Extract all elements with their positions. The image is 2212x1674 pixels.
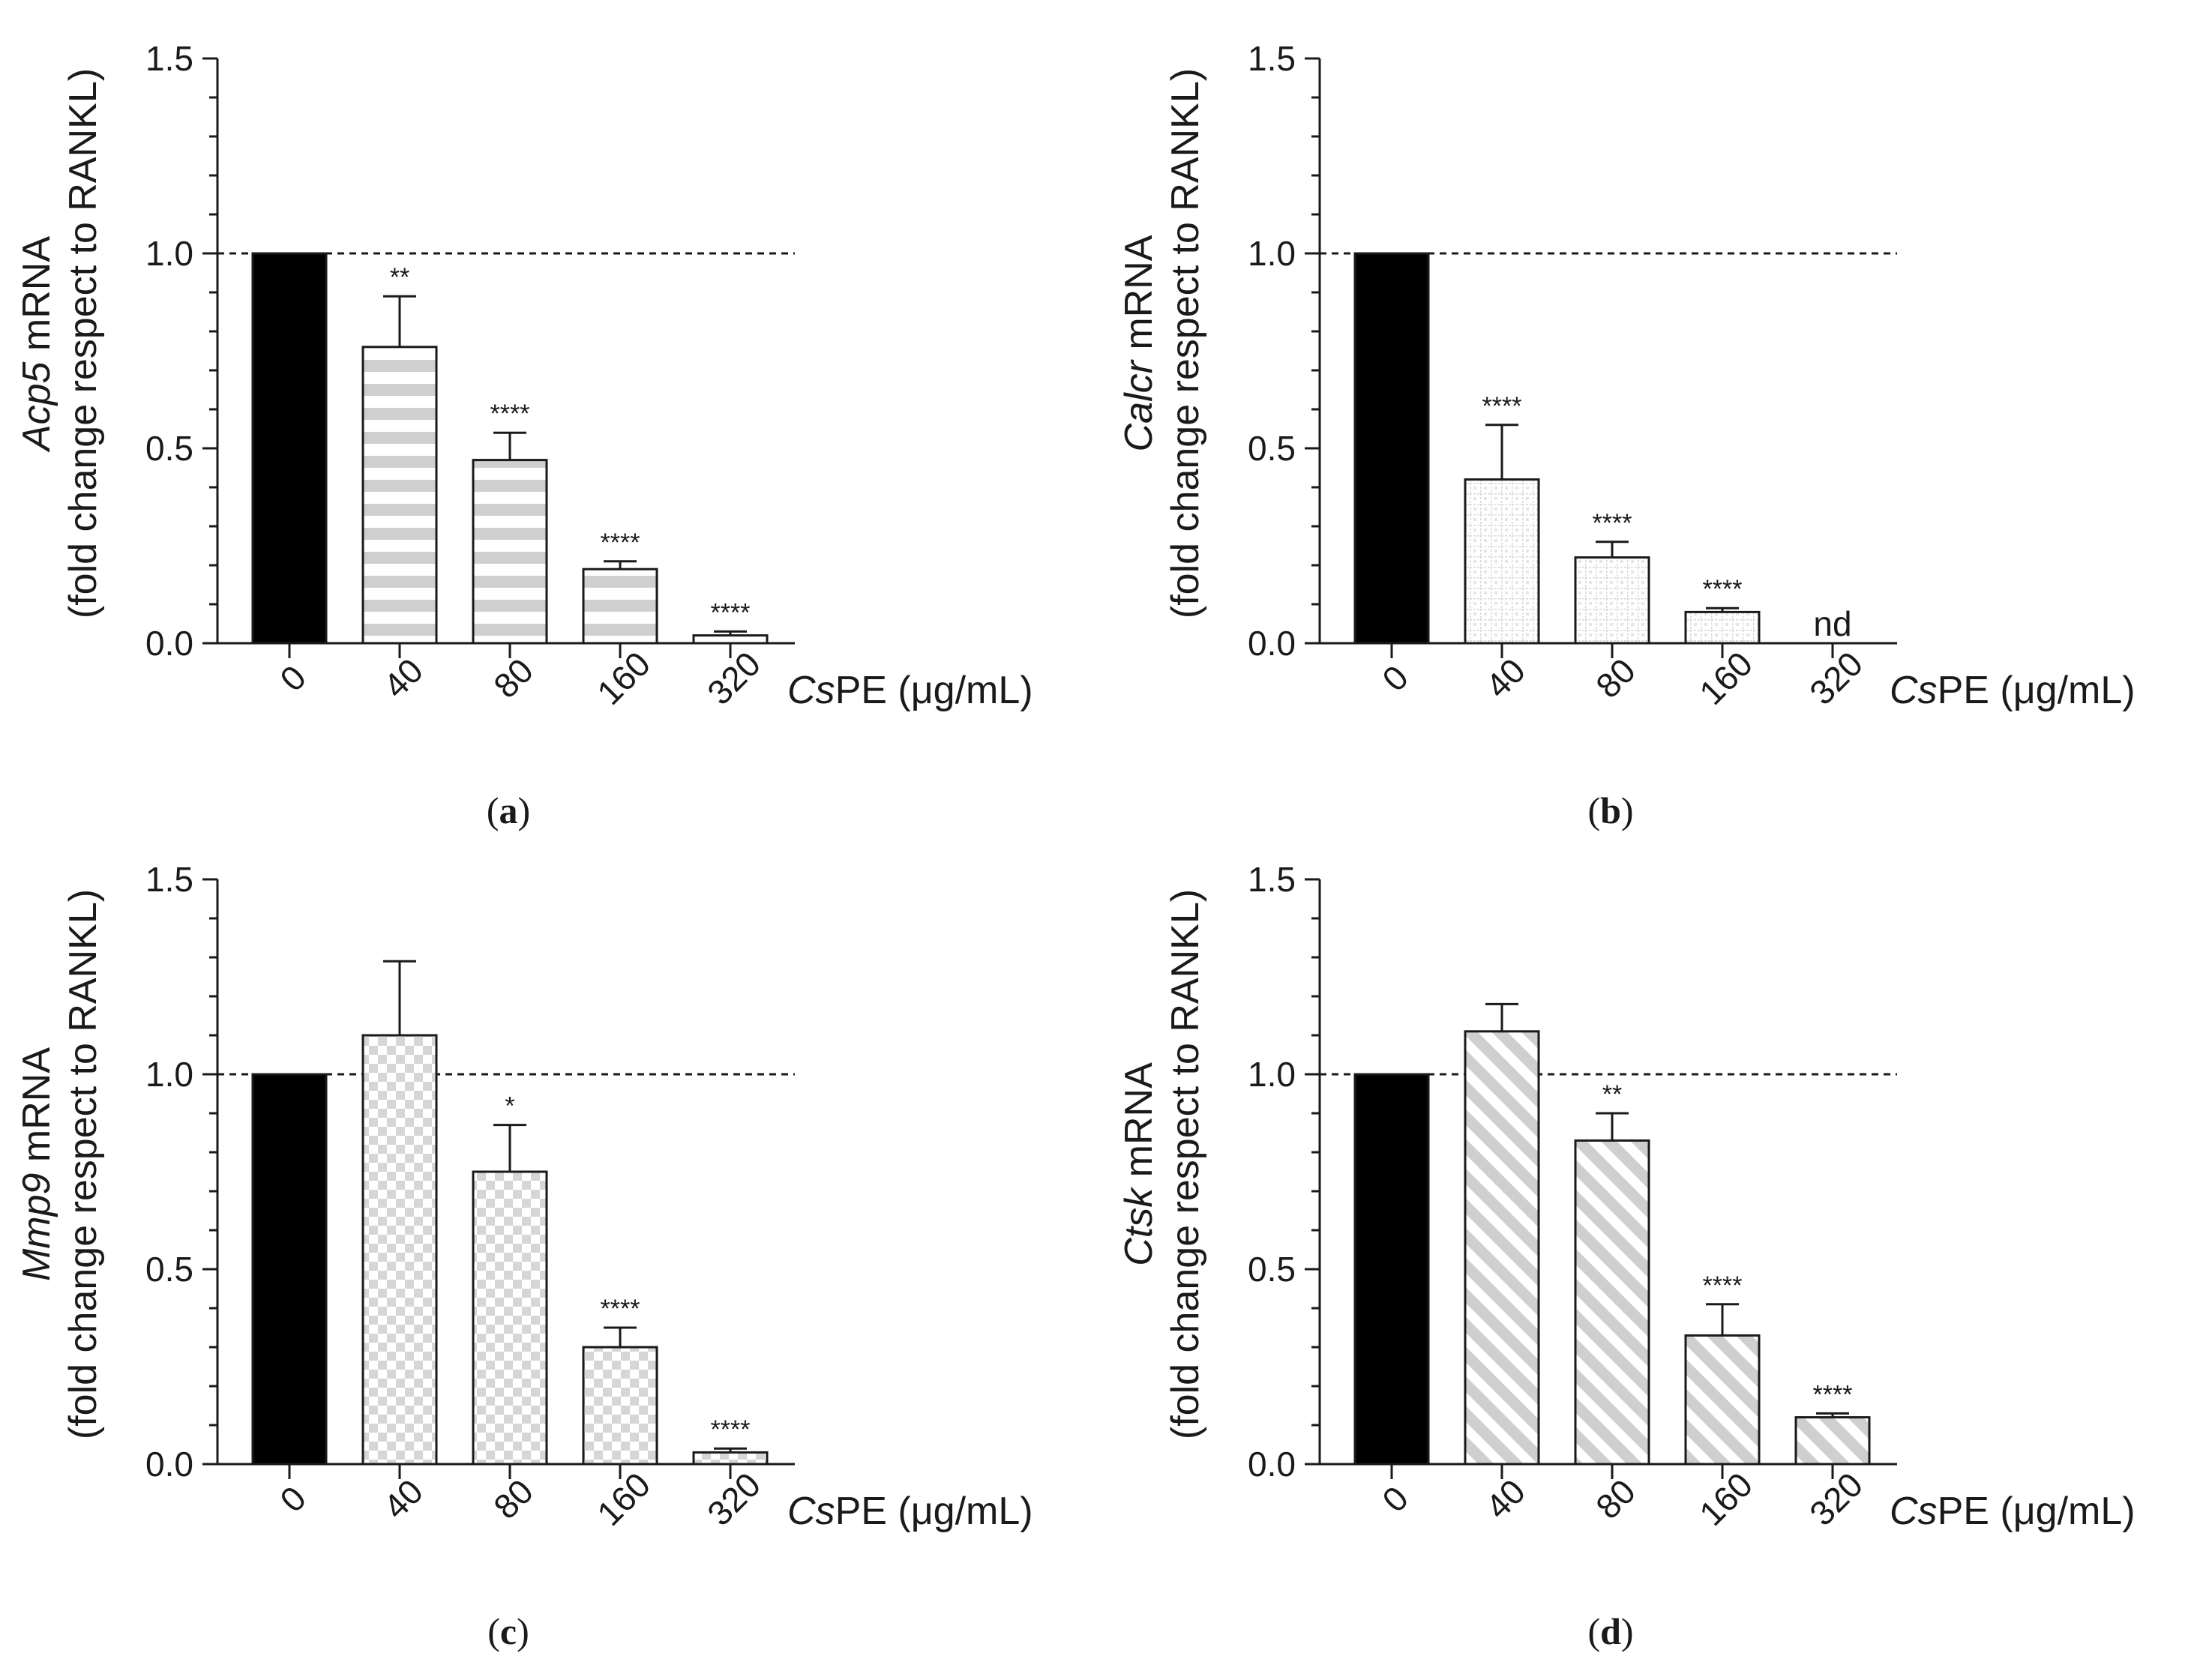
x-tick-label: 40 (1478, 1472, 1533, 1526)
bar-40 (361, 1034, 438, 1466)
x-tick-label: 80 (1588, 1472, 1643, 1526)
x-tick-label: 40 (376, 651, 430, 705)
panel-label: (b) (1587, 789, 1633, 831)
significance-label: * (505, 1092, 514, 1121)
y-axis-label: Ctsk mRNA (1117, 1062, 1161, 1266)
x-tick-label: 320 (1802, 644, 1870, 712)
y-tick-label: 1.5 (145, 860, 193, 899)
x-tick-label: 160 (589, 1465, 658, 1533)
x-tick-label: 320 (700, 1465, 768, 1533)
bar-320 (692, 634, 769, 645)
significance-label: **** (1703, 575, 1743, 603)
y-tick-label: 1.5 (1248, 860, 1296, 899)
bar-160 (582, 567, 658, 645)
x-axis-label: CsPE (μg/mL) (1890, 1490, 2136, 1533)
bar-320 (692, 1451, 769, 1466)
y-tick-label: 1.0 (145, 1055, 193, 1094)
y-axis-label: Acp5 mRNA (15, 236, 58, 453)
not-detected-label: nd (1813, 604, 1851, 643)
significance-label: ** (1602, 1080, 1622, 1109)
y-axis-label: Mmp9 mRNA (15, 1047, 58, 1281)
x-tick-label: 160 (589, 644, 658, 712)
y-tick-label: 0.0 (1248, 624, 1296, 663)
y-tick-label: 1.0 (1248, 234, 1296, 273)
bar-80 (472, 1170, 548, 1466)
x-axis-label: CsPE (μg/mL) (1890, 669, 2136, 712)
significance-label: **** (601, 529, 640, 557)
significance-label: **** (1813, 1380, 1853, 1409)
bar-160 (582, 1346, 658, 1466)
significance-label: **** (601, 1295, 640, 1323)
x-tick-label: 0 (272, 1478, 313, 1520)
x-tick-label: 80 (486, 1472, 541, 1526)
y-tick-label: 0.0 (1248, 1445, 1296, 1484)
y-tick-label: 0.5 (1248, 429, 1296, 468)
bar-0 (1353, 252, 1430, 645)
x-axis-label: CsPE (μg/mL) (787, 1490, 1033, 1533)
significance-label: **** (1482, 392, 1522, 421)
significance-label: **** (1703, 1271, 1743, 1300)
y-tick-label: 0.5 (1248, 1250, 1296, 1289)
bar-80 (1574, 1139, 1650, 1466)
panel-a: 0.0 0.5 1.0 1.5 0 40 ** 80 **** 160 **** 320 **** CsP… (15, 39, 1033, 831)
y-tick-label: 1.5 (145, 39, 193, 78)
x-tick-label: 320 (1802, 1465, 1870, 1533)
panel-d: 0.0 0.5 1.0 1.5 0 40 80 ** 160 **** 320 **** CsPE (μ… (1117, 860, 2136, 1652)
x-tick-label: 80 (1588, 651, 1643, 705)
x-tick-label: 40 (1478, 651, 1533, 705)
bar-80 (472, 459, 548, 645)
y-tick-label: 0.5 (145, 1250, 193, 1289)
y-axis-label-line2: (fold change respect to RANKL) (61, 889, 105, 1439)
x-tick-label: 40 (376, 1472, 430, 1526)
bar-0 (251, 252, 328, 645)
significance-label: **** (490, 400, 530, 428)
x-tick-label: 320 (700, 644, 768, 712)
y-axis-label-line2: (fold change respect to RANKL) (1164, 68, 1207, 618)
y-tick-label: 0.0 (145, 1445, 193, 1484)
y-tick-label: 0.5 (145, 429, 193, 468)
y-tick-label: 1.0 (1248, 1055, 1296, 1094)
y-tick-label: 1.5 (1248, 39, 1296, 78)
x-tick-label: 80 (486, 651, 541, 705)
x-tick-label: 0 (1374, 1478, 1416, 1520)
significance-label: ** (390, 263, 409, 292)
significance-label: **** (711, 1415, 751, 1444)
bar-40 (1464, 478, 1540, 645)
x-tick-label: 160 (1692, 1465, 1760, 1533)
bar-80 (1574, 556, 1650, 645)
y-tick-label: 0.0 (145, 624, 193, 663)
bar-160 (1684, 610, 1761, 645)
x-axis-label: CsPE (μg/mL) (787, 669, 1033, 712)
x-tick-label: 0 (1374, 657, 1416, 699)
bar-40 (361, 346, 438, 645)
bar-160 (1684, 1334, 1761, 1466)
y-tick-label: 1.0 (145, 234, 193, 273)
panel-label: (c) (487, 1610, 529, 1652)
bar-40 (1464, 1030, 1540, 1466)
y-axis-label: Calcr mRNA (1117, 235, 1161, 451)
x-tick-label: 0 (272, 657, 313, 699)
panel-c: 0.0 0.5 1.0 1.5 0 40 80 * 160 **** 320 **** CsPE (μg… (15, 860, 1033, 1652)
panel-label: (a) (487, 789, 530, 831)
y-axis-label-line2: (fold change respect to RANKL) (61, 68, 105, 618)
significance-label: **** (711, 598, 751, 627)
x-tick-label: 160 (1692, 644, 1760, 712)
y-axis-label-line2: (fold change respect to RANKL) (1164, 889, 1207, 1439)
bar-0 (251, 1073, 328, 1466)
panel-label: (d) (1587, 1610, 1633, 1652)
significance-label: **** (1593, 509, 1632, 538)
bar-320 (1794, 1416, 1871, 1466)
bar-0 (1353, 1073, 1430, 1466)
